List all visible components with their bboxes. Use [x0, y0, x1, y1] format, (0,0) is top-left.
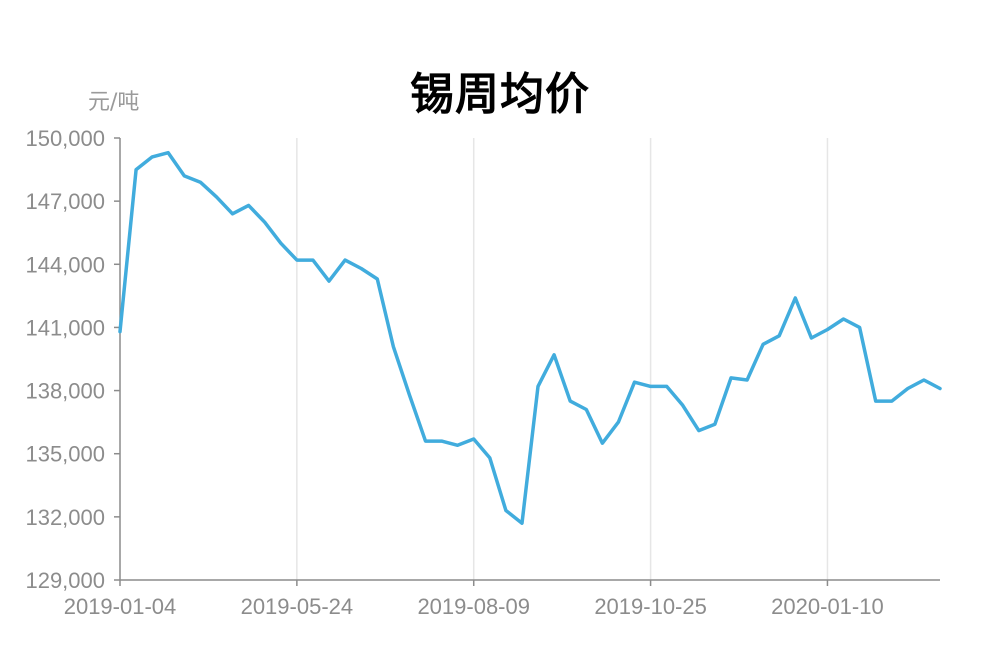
y-axis-unit-label: 元/吨 [88, 90, 140, 115]
chart-title: 锡周均价 [410, 69, 590, 120]
x-tick-label: 2019-10-25 [594, 594, 707, 619]
y-tick-label: 150,000 [25, 126, 105, 151]
y-tick-label: 141,000 [25, 315, 105, 340]
x-tick-label: 2019-08-09 [417, 594, 530, 619]
y-tick-label: 144,000 [25, 252, 105, 277]
y-tick-label: 138,000 [25, 379, 105, 404]
series-line [118, 150, 942, 525]
y-tick-label: 129,000 [25, 568, 105, 593]
y-tick-label: 135,000 [25, 442, 105, 467]
x-tick-label: 2019-01-04 [64, 594, 177, 619]
y-tick-label: 132,000 [25, 505, 105, 530]
y-tick-label: 147,000 [25, 189, 105, 214]
x-tick-label: 2020-01-10 [771, 594, 884, 619]
x-tick-label: 2019-05-24 [241, 594, 354, 619]
